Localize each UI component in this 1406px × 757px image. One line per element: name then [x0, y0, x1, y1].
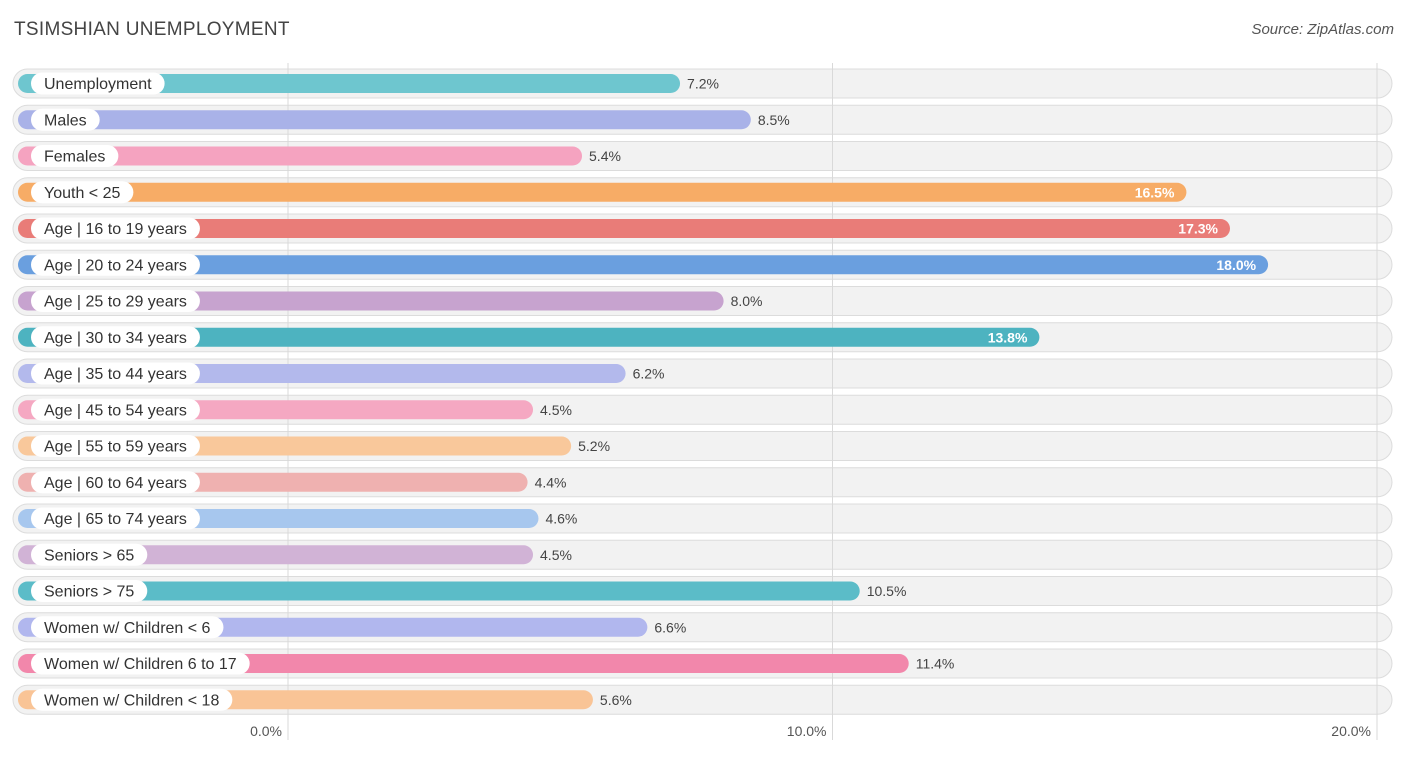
category-label: Age | 55 to 59 years	[44, 439, 187, 456]
category-label: Seniors > 65	[44, 547, 134, 564]
category-label: Age | 35 to 44 years	[44, 366, 187, 383]
category-label: Age | 65 to 74 years	[44, 511, 187, 528]
value-label: 4.4%	[535, 474, 567, 490]
value-label: 13.8%	[988, 329, 1028, 345]
bar	[18, 255, 1269, 275]
value-label: 8.0%	[731, 293, 763, 309]
category-label-pill	[31, 253, 200, 276]
bar	[18, 74, 681, 93]
value-label: 5.6%	[600, 692, 632, 708]
category-label-pill	[31, 580, 148, 602]
x-axis-ticks: 0.0% 10.0% 20.0%	[250, 723, 1371, 739]
category-label: Women w/ Children 6 to 17	[44, 656, 237, 673]
value-label: 17.3%	[1178, 221, 1218, 237]
bar	[18, 110, 751, 130]
value-label: 4.6%	[545, 511, 577, 527]
bar	[18, 182, 1187, 202]
x-tick-label: 10.0%	[787, 723, 827, 739]
category-label: Age | 20 to 24 years	[44, 257, 187, 274]
value-label: 5.4%	[589, 148, 621, 164]
x-tick-label: 20.0%	[1331, 723, 1371, 739]
value-label: 6.6%	[654, 619, 686, 635]
row-backgrounds	[12, 68, 1393, 715]
category-label: Age | 25 to 29 years	[44, 294, 187, 311]
category-label-pill	[31, 326, 200, 349]
value-label: 6.2%	[633, 366, 665, 382]
category-label: Males	[44, 112, 87, 129]
value-label: 10.5%	[867, 583, 907, 599]
category-label-pill	[31, 543, 148, 566]
category-label-pill	[31, 290, 200, 312]
chart-title: TSIMSHIAN UNEMPLOYMENT	[14, 19, 290, 40]
value-label: 16.5%	[1135, 184, 1175, 200]
category-label: Youth < 25	[44, 185, 120, 202]
category-label: Women w/ Children < 18	[44, 692, 219, 709]
category-label: Age | 30 to 34 years	[44, 330, 187, 347]
value-label: 18.0%	[1216, 257, 1256, 273]
value-label: 7.2%	[687, 76, 719, 92]
category-label-pill	[31, 398, 200, 421]
value-label: 8.5%	[758, 112, 790, 128]
category-label-pill	[31, 507, 200, 530]
bar	[18, 327, 1040, 347]
bar	[18, 581, 860, 601]
category-label-pill	[31, 362, 200, 385]
value-label: 4.5%	[540, 402, 572, 418]
category-label: Age | 60 to 64 years	[44, 475, 187, 492]
category-label: Seniors > 75	[44, 584, 134, 601]
category-label-pill	[31, 181, 134, 204]
bars: Unemployment 7.2% Males 8.5% Females 5.4% Yout…	[18, 72, 1269, 711]
value-label: 5.2%	[578, 438, 610, 454]
category-label: Women w/ Children < 6	[44, 620, 211, 637]
bar	[18, 545, 534, 565]
chart-source: Source: ZipAtlas.com	[1251, 21, 1394, 38]
category-label-pill	[31, 217, 200, 240]
bar	[18, 219, 1230, 238]
category-label: Age | 16 to 19 years	[44, 221, 187, 238]
category-label-pill	[31, 616, 224, 639]
category-label-pill	[31, 471, 200, 494]
category-label: Females	[44, 149, 105, 166]
category-label-pill	[31, 108, 100, 131]
category-label-pill	[31, 688, 233, 711]
bar	[18, 146, 583, 166]
category-label-pill	[31, 435, 200, 457]
category-label-pill	[31, 145, 119, 167]
value-label: 4.5%	[540, 547, 572, 563]
x-tick-label: 0.0%	[250, 723, 282, 739]
value-label: 11.4%	[916, 656, 955, 672]
category-label-pill	[31, 72, 165, 95]
category-label: Age | 45 to 54 years	[44, 402, 187, 419]
category-label: Unemployment	[44, 76, 152, 93]
category-label-pill	[31, 652, 250, 675]
